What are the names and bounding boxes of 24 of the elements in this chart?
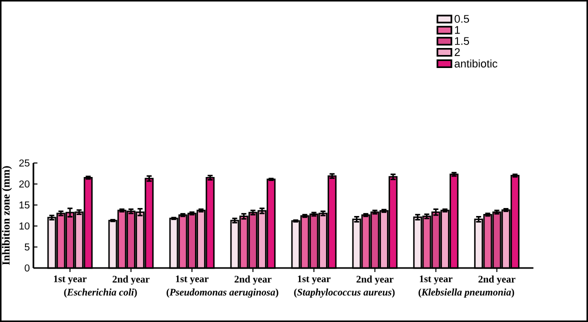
legend-label: 0.5 [454,14,470,23]
legend-label: 1.5 [455,37,470,45]
y-tick-label: 15 [20,202,30,208]
x-tick-label: 2nd year [478,276,516,285]
y-tick-label: 5 [24,244,30,250]
legend-label: antibiotic [454,59,498,68]
y-tick-label: 25 [19,159,30,167]
y-tick-label: 0 [24,264,30,272]
x-tick-label: 1st year [54,276,87,284]
legend-label: 2 [454,48,460,56]
x-tick-label: 1st year [176,276,209,284]
x-tick-label: 2nd year [356,276,394,285]
y-tick-label: 10 [20,222,30,230]
text: (Escherichia coli) [64,288,137,298]
x-tick-label: 1st year [420,276,452,284]
text: (Pseudomonas aeruginosa) [166,288,278,298]
text: (Klebsiella pneumonia) [418,288,514,298]
x-tick-label: 2nd year [234,276,272,285]
legend-label: 1 [455,26,460,34]
y-tick-label: 20 [19,180,30,188]
text: (Staphylococcus aureus) [294,288,395,298]
x-tick-label: 1st year [298,276,330,284]
x-tick-label: 2nd year [112,276,150,285]
y-axis-title: Inhibition zone (mm) [2,166,12,265]
